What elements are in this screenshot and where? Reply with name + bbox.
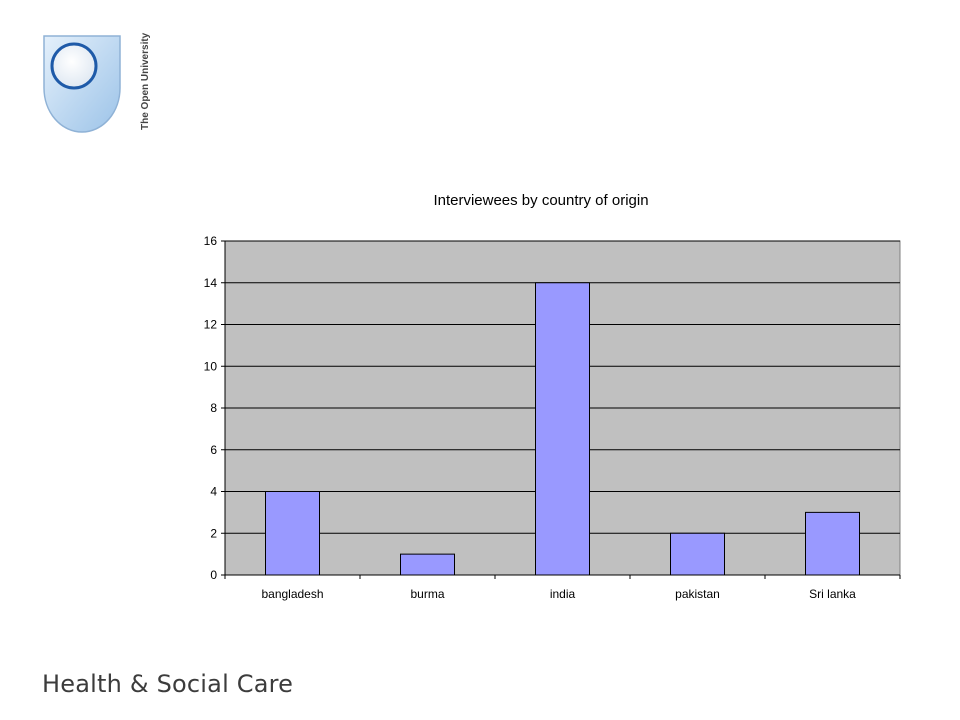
x-tick-label: pakistan [675,587,720,601]
y-tick-label: 4 [210,485,217,499]
x-tick-label: bangladesh [261,587,323,601]
x-tick-label: india [550,587,576,601]
bar [805,511,860,576]
x-tick-label: Sri lanka [809,587,856,601]
y-tick-label: 12 [204,318,218,332]
y-tick-label: 10 [204,359,218,373]
chart-title: Interviewees by country of origin [433,192,648,209]
y-tick-label: 0 [210,568,217,582]
y-tick-label: 6 [210,443,217,457]
bar [400,553,455,576]
bar [265,491,320,576]
y-tick-label: 16 [204,234,218,248]
logo-circle [50,42,98,90]
y-tick-label: 8 [210,401,217,415]
open-university-logo: The Open University [43,32,151,133]
y-tick-label: 2 [210,526,217,540]
footer-title: Health & Social Care [42,670,294,698]
bar [670,532,725,576]
y-tick-label: 14 [204,276,218,290]
x-tick-label: burma [410,587,444,601]
bar [535,282,590,576]
logo-text: The Open University [140,32,151,130]
